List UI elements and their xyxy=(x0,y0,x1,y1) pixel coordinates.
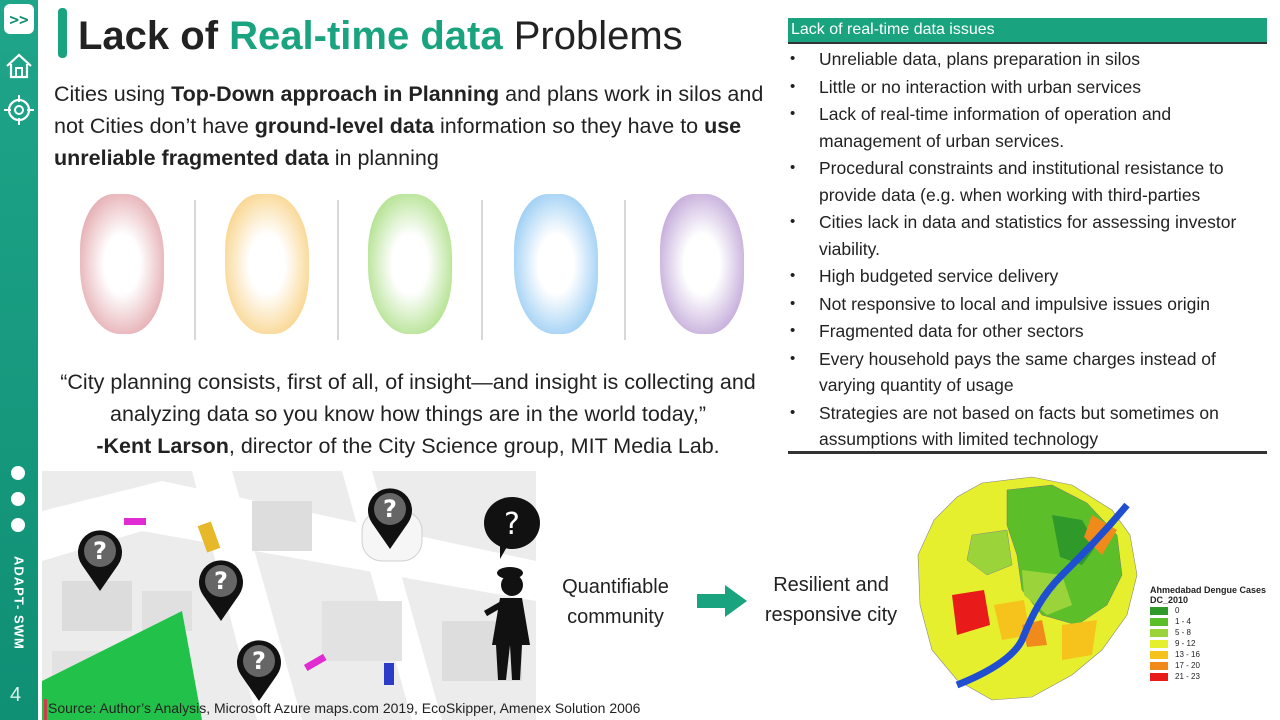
legend-label: 13 - 16 xyxy=(1175,650,1200,659)
issues-list: Unreliable data, plans preparation in si… xyxy=(788,46,1260,454)
source-accent-bar xyxy=(44,699,47,720)
silo-map-purple xyxy=(660,194,744,334)
issue-item: Not responsive to local and impulsive is… xyxy=(788,291,1260,318)
data-silos-illustration xyxy=(70,180,760,350)
svg-text:?: ? xyxy=(383,495,397,523)
slide-dot[interactable] xyxy=(11,518,25,532)
next-label: >> xyxy=(9,9,29,29)
intro-text: Cities using xyxy=(54,82,172,106)
issues-panel-heading: Lack of real-time data issues xyxy=(788,18,1267,42)
divider xyxy=(194,200,196,340)
panel-rule-top xyxy=(788,42,1267,44)
issue-item: Cities lack in data and statistics for a… xyxy=(788,209,1260,262)
divider xyxy=(624,200,626,340)
legend-row: 13 - 16 xyxy=(1150,649,1266,660)
quote-author: -Kent Larson xyxy=(96,434,229,458)
legend-swatch xyxy=(1150,617,1168,626)
legend-swatch xyxy=(1150,606,1168,615)
divider xyxy=(337,200,339,340)
sidebar-label: ADAPT- SWM xyxy=(2,548,36,658)
question-pin-icon: ? xyxy=(368,488,412,549)
legend-label: 21 - 23 xyxy=(1175,672,1200,681)
legend-row: 9 - 12 xyxy=(1150,638,1266,649)
intro-bold: use unreliable fragmented data xyxy=(54,114,742,170)
silo-map-green xyxy=(368,194,452,334)
title-part-2: Real-time data xyxy=(229,14,503,58)
title-part-1: Lack of xyxy=(78,14,219,58)
legend-row: 21 - 23 xyxy=(1150,671,1266,682)
svg-text:?: ? xyxy=(504,507,520,542)
legend-swatch xyxy=(1150,628,1168,637)
legend-title: Ahmedabad Dengue Cases xyxy=(1150,585,1267,595)
legend-label: 0 xyxy=(1175,606,1180,615)
quote-attribution: , director of the City Science group, MI… xyxy=(228,434,720,458)
issue-item: Unreliable data, plans preparation in si… xyxy=(788,46,1260,73)
question-pin-icon: ? xyxy=(237,640,281,701)
home-icon xyxy=(6,53,32,79)
legend-swatch xyxy=(1150,661,1168,670)
intro-text: in planning xyxy=(328,146,439,170)
legend-row: 17 - 20 xyxy=(1150,660,1266,671)
silo-map-yellow xyxy=(225,194,309,334)
home-button[interactable] xyxy=(3,50,35,82)
svg-text:?: ? xyxy=(214,567,228,595)
legend-swatch xyxy=(1150,672,1168,681)
panel-rule-bottom xyxy=(788,451,1267,454)
sidebar: >> ADAPT- SWM 4 xyxy=(0,0,38,720)
street-map: ? ? ? ? xyxy=(42,471,536,720)
page-title: Lack of Real-time data Problems xyxy=(78,12,683,60)
quantifiable-community-label: Quantifiable community xyxy=(562,576,669,628)
question-pin-icon: ? xyxy=(78,530,122,591)
crosshair-icon xyxy=(4,95,34,125)
divider xyxy=(481,200,483,340)
title-part-3: Problems xyxy=(513,14,683,58)
target-button[interactable] xyxy=(3,94,35,126)
legend-label: 1 - 4 xyxy=(1175,617,1192,626)
source-citation: Source: Author’s Analysis, Microsoft Azu… xyxy=(48,700,641,716)
issue-item: Little or no interaction with urban serv… xyxy=(788,74,1260,101)
page-number: 4 xyxy=(10,684,22,706)
map-graphic xyxy=(42,471,536,720)
question-pin-icon: ? xyxy=(199,560,243,621)
legend-label: 5 - 8 xyxy=(1175,628,1192,637)
legend-subtitle: DC_2010 xyxy=(1150,595,1189,605)
intro-bold: Top-Down approach in Planning xyxy=(171,82,500,106)
quote: “City planning consists, first of all, o… xyxy=(48,366,768,462)
issue-item: Every household pays the same charges in… xyxy=(788,346,1260,399)
next-slide-button[interactable]: >> xyxy=(4,4,34,34)
silo-map-red xyxy=(80,194,164,334)
issue-item: Strategies are not based on facts but so… xyxy=(788,400,1260,453)
person-with-phone-icon: ? xyxy=(483,497,540,680)
quote-text: “City planning consists, first of all, o… xyxy=(60,370,756,426)
legend-row: 5 - 8 xyxy=(1150,627,1266,638)
legend-swatch xyxy=(1150,639,1168,648)
legend-label: 9 - 12 xyxy=(1175,639,1196,648)
intro-bold: ground-level data xyxy=(254,114,434,138)
intro-text: information so they have to xyxy=(434,114,705,138)
slide-dots xyxy=(11,466,25,544)
legend-label: 17 - 20 xyxy=(1175,661,1200,670)
resilient-city-label: Resilient and responsive city xyxy=(764,574,898,626)
map-legend: Ahmedabad Dengue Cases DC_2010 0 1 - 4 5… xyxy=(1150,585,1266,682)
silo-map-blue xyxy=(514,194,598,334)
issue-item: High budgeted service delivery xyxy=(788,263,1260,290)
intro-text: and plans work in silos and not Cities d… xyxy=(54,82,764,138)
slide-dot[interactable] xyxy=(11,492,25,506)
intro-paragraph: Cities using Top-Down approach in Planni… xyxy=(54,78,766,174)
issue-item: Procedural constraints and institutional… xyxy=(788,155,1260,208)
title-accent-bar xyxy=(58,8,67,58)
svg-text:?: ? xyxy=(252,647,266,675)
svg-text:?: ? xyxy=(93,537,107,565)
arrow-right-icon xyxy=(697,585,747,617)
slide-dot[interactable] xyxy=(11,466,25,480)
issue-item: Lack of real-time information of operati… xyxy=(788,101,1260,154)
dengue-choropleth-map xyxy=(917,476,1138,701)
legend-row: 0 xyxy=(1150,605,1266,616)
legend-swatch xyxy=(1150,650,1168,659)
legend-row: 1 - 4 xyxy=(1150,616,1266,627)
issue-item: Fragmented data for other sectors xyxy=(788,318,1260,345)
sidebar-label-text: ADAPT- SWM xyxy=(11,556,27,650)
